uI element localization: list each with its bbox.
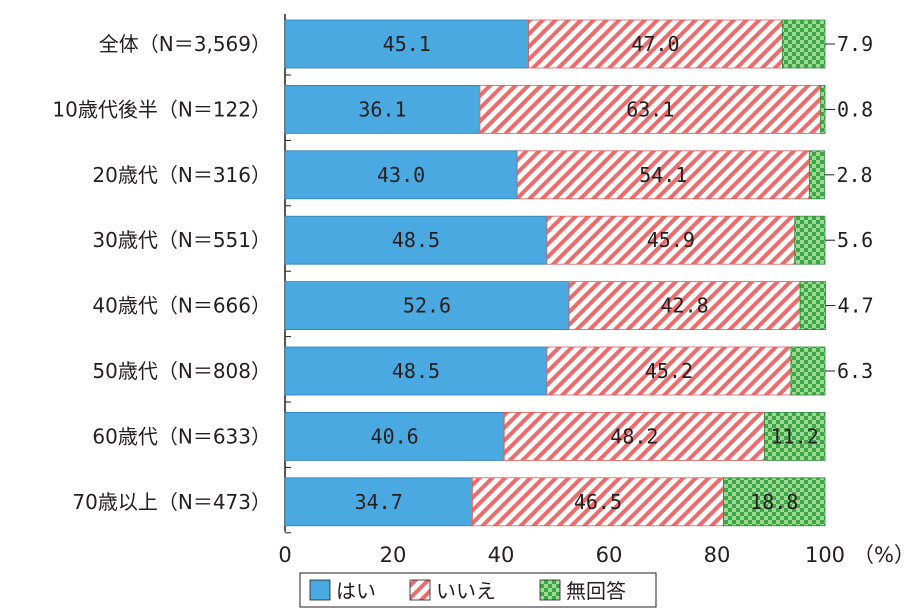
bar-segment-no [503,411,765,461]
bar-segment-yes [284,215,548,265]
bar-segment-no [568,281,801,331]
data-label: 45.2 [645,359,693,383]
data-label: 2.8 [836,163,872,187]
data-label: 11.2 [771,424,819,448]
bar-segment-no [546,346,792,396]
bar-segment-no-answer [790,346,826,396]
category-label: 50歳代（N＝808） [92,359,271,383]
data-label: 54.1 [639,163,687,187]
bar-segment-no-answer [820,85,826,134]
legend-swatch [539,579,561,601]
category-label: 40歳代（N＝666） [92,294,271,318]
data-label: 34.7 [355,490,403,514]
data-label: 6.3 [837,359,873,383]
legend-swatch [409,579,431,601]
bar-segment-yes [284,150,518,200]
x-tick-label: 40 [488,543,515,567]
bar-segment-yes [284,411,505,461]
data-label: 47.0 [631,32,679,56]
data-label: 42.8 [661,294,709,318]
legend-swatch [309,579,331,601]
x-tick-label: 20 [380,543,407,567]
data-label: 0.8 [837,97,873,121]
bar-segment-no [479,85,822,134]
bar-segment-no [471,477,724,527]
legend-label: いいえ [436,579,496,603]
bar-segment-no-answer [799,281,826,331]
data-label: 48.5 [392,359,440,383]
x-unit-label: （%） [853,543,906,567]
data-label: 36.1 [358,97,406,121]
bar-segment-no-answer [781,19,826,69]
data-label: 48.5 [392,228,440,252]
data-label: 43.0 [377,163,425,187]
data-label: 18.8 [750,490,798,514]
category-label: 30歳代（N＝551） [92,228,271,252]
category-label: 全体（N＝3,569） [99,32,271,56]
data-label: 5.6 [837,228,873,252]
legend-label: はい [336,579,376,603]
bar-segment-yes [284,281,570,331]
data-label: 45.9 [647,228,695,252]
category-label: 10歳代後半（N＝122） [52,97,271,121]
bar-segment-yes [284,346,548,396]
data-label: 40.6 [371,424,419,448]
bar-segment-no [516,150,810,200]
category-label: 60歳代（N＝633） [92,424,271,448]
data-label: 7.9 [837,32,873,56]
bar-segment-yes [284,19,529,69]
legend-box [299,572,657,608]
bar-segment-no [528,19,783,69]
data-label: 4.7 [838,294,874,318]
bar-segment-no-answer [764,411,826,461]
data-label: 63.1 [626,97,674,121]
x-tick-label: 80 [704,543,731,567]
x-tick-label: 60 [596,543,623,567]
bar-segment-no-answer [723,477,826,527]
category-label: 70歳以上（N＝473） [72,490,271,514]
bar-segment-no [546,215,796,265]
data-label: 45.1 [383,32,431,56]
x-tick-label: 0 [278,543,291,567]
x-tick-label: 100 [805,543,845,567]
bar-segment-no-answer [808,150,825,200]
legend-label: 無回答 [566,579,626,603]
bar-segment-no-answer [794,215,826,265]
category-label: 20歳代（N＝316） [92,163,271,187]
data-label: 46.5 [574,490,622,514]
data-label: 52.6 [403,294,451,318]
bar-segment-yes [284,85,481,134]
data-label: 48.2 [610,424,658,448]
